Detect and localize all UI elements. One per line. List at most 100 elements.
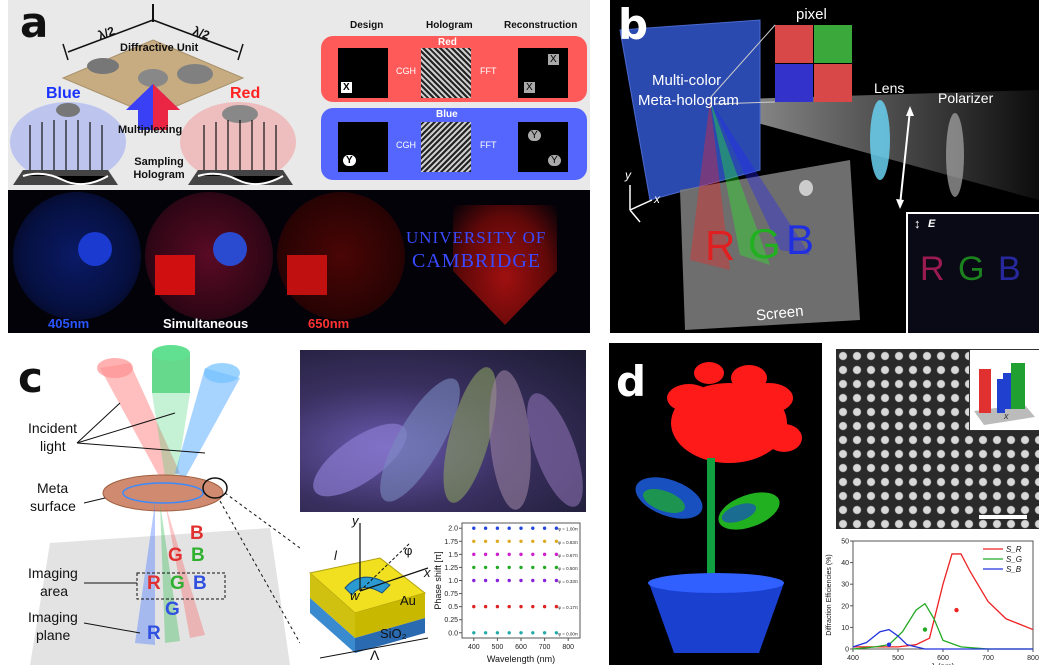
data-point [495,578,500,583]
data-point [531,526,535,530]
series-line [852,602,1033,650]
data-point [519,578,523,583]
axis-x-label: x [654,192,660,206]
y-tick-label: 0.0 [448,630,458,637]
legend-label: S_G [1006,555,1022,564]
x-tick-label: 700 [539,644,551,651]
cambridge-text-2: CAMBRIDGE [412,250,542,272]
imaging-area-label-1: Imaging [28,565,78,581]
data-point [531,565,535,570]
y-tick-label: 0 [845,647,849,654]
series-line [853,553,1034,648]
data-point [507,631,511,635]
x-axis-label: λ (nm) [932,662,955,665]
data-point [483,604,488,609]
meta-surface-label-1: Meta [37,480,69,496]
photo-405 [13,192,141,320]
marker-point [922,627,928,632]
data-point [483,526,488,530]
diffractive-unit-diagram [10,4,296,186]
data-point [519,539,523,543]
inset-photo [906,212,1039,333]
sampling-hologram-label: Sampling Hologram [133,156,185,181]
data-point [495,526,500,530]
axis-y-label: y [625,168,631,182]
data-point [542,565,547,570]
series-legend-label: φ = 0.67π [558,553,578,558]
data-point [554,578,559,583]
inset-r: R [920,250,945,288]
red-fft: FFT [480,66,497,76]
data-point [495,539,500,543]
data-point [507,526,511,530]
panel-label-c: c [18,353,43,402]
unit-phi: φ [404,543,413,558]
x-tick-label: 500 [492,644,504,651]
y-axis-label: Diffraction Efficiencies (%) [826,554,833,635]
y-tick-label: 20 [841,603,849,610]
data-point [472,565,476,570]
sem-inset-axis: x [1004,411,1009,421]
meta-surface-label-2: surface [30,498,76,514]
rgb-r: R [705,222,736,269]
photo-label-405: 405nm [48,316,90,331]
x-tick-label: 400 [468,644,480,651]
red-recon-letter-1: X [548,54,559,65]
red-recon-letter-2: X [524,82,535,93]
meta-hologram-line1: Multi-color [652,72,722,89]
letter-b2: B [191,545,205,566]
panel-a: a λ/2 λ/2 Diffractive Un [8,0,590,333]
data-point [542,539,547,543]
panel-d: d x 400 500 600 700 800 0 10 20 30 40 50 S_RS_GS_B λ… [609,343,1039,665]
letter-g1: G [168,545,183,566]
incident-light-label-2: light [40,438,66,454]
header-design: Design [350,20,384,31]
incident-light-label-1: Incident [28,420,78,436]
diffractive-unit-label: Diffractive Unit [120,42,199,54]
unit-lambda: Λ [370,647,380,663]
red-hologram [421,48,471,98]
unit-l: l [334,548,337,563]
data-point [531,604,535,609]
data-point [483,565,488,570]
photo-sim-x [155,255,195,295]
data-point [483,539,488,543]
inset-b: B [998,250,1021,288]
unit-cell-diagram [308,523,429,659]
blue-row-title: Blue [436,109,458,120]
data-point [495,552,500,557]
unit-au: Au [400,593,416,608]
blue-recon-letter-2: Y [548,155,561,166]
imaging-plane-label-2: plane [36,627,71,643]
data-point [519,526,523,530]
unit-w: w [350,588,360,603]
header-reconstruction: Reconstruction [504,20,578,31]
data-point [472,604,476,609]
y-tick-label: 1.75 [444,539,458,546]
imaging-plane-label-1: Imaging [28,609,78,625]
imaging-area-label-2: area [40,583,69,599]
blue-cgh: CGH [396,140,416,150]
blue-fft: FFT [480,140,497,150]
data-point [495,604,500,609]
cambridge-text-1: UNIVERSITY OF [406,228,547,247]
data-point [483,552,488,557]
y-tick-label: 0.75 [444,591,458,598]
flower-hologram-shapes [635,362,802,653]
y-tick-label: 1.25 [444,565,458,572]
inset-g: G [958,250,985,288]
sem-image [836,349,1039,529]
photo-405-y [78,232,112,266]
unit-x: x [424,565,431,580]
multiplexing-label: Multiplexing [118,124,183,136]
rgb-b: B [786,216,815,263]
data-point [519,565,523,570]
marker-point [954,607,959,613]
photo-650-x [287,255,327,295]
data-point [507,604,511,609]
pixel-label: pixel [796,6,827,23]
data-point [483,631,488,635]
x-tick-label: 600 [937,655,949,662]
phase-shift-plot: 400 500 600 700 800 0.0 0.25 0.5 0.75 1.0 1.25 1.5 1… [433,522,581,664]
unit-y: y [352,513,359,528]
